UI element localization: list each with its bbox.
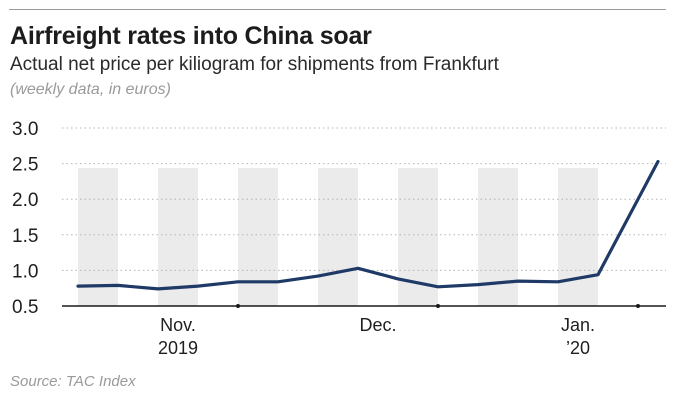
- top-rule: [9, 9, 666, 10]
- x-tick-label-0: Nov.: [160, 315, 196, 335]
- x-tick-year-label-2: ’20: [566, 338, 590, 358]
- y-tick-label: 1.5: [12, 226, 38, 247]
- chart-title: Airfreight rates into China soar: [10, 22, 372, 50]
- x-tick-year-label-0: 2019: [158, 338, 198, 358]
- week-band-1: [158, 168, 198, 306]
- x-tick-label-2: Jan.: [561, 315, 595, 335]
- month-boundary-marker-1: [436, 304, 440, 308]
- y-tick-label: 3.0: [12, 119, 38, 140]
- y-tick-label: 0.5: [12, 297, 38, 318]
- week-band-6: [558, 168, 598, 306]
- source-note: Source: TAC Index: [10, 373, 136, 390]
- unit-note: (weekly data, in euros): [10, 81, 171, 98]
- week-band-2: [238, 168, 278, 306]
- x-tick-label-1: Dec.: [359, 315, 396, 335]
- y-tick-label: 1.0: [12, 261, 38, 282]
- y-tick-label: 2.0: [12, 190, 38, 211]
- week-band-0: [78, 168, 118, 306]
- month-boundary-marker-0: [236, 304, 240, 308]
- y-tick-label: 2.5: [12, 155, 38, 176]
- chart-subtitle: Actual net price per kiliogram for shipm…: [10, 54, 499, 75]
- month-boundary-marker-2: [636, 304, 640, 308]
- week-band-3: [318, 168, 358, 306]
